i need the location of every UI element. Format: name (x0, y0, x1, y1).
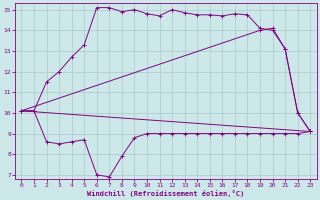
X-axis label: Windchill (Refroidissement éolien,°C): Windchill (Refroidissement éolien,°C) (87, 190, 244, 197)
